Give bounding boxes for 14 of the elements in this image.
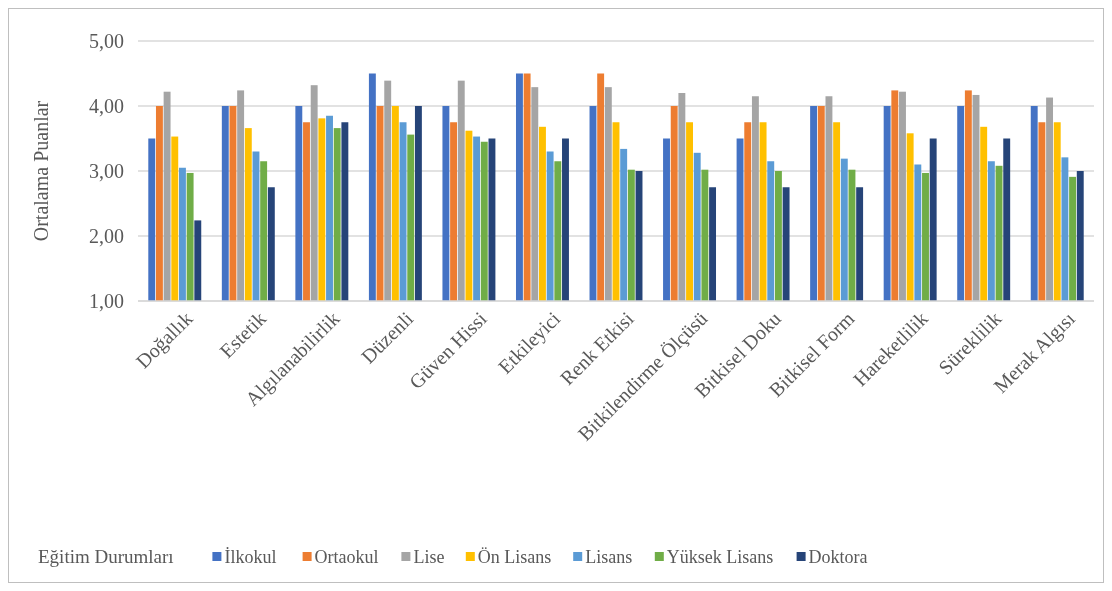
y-tick-label: 3,00 [89,160,124,182]
legend-label: Ön Lisans [477,547,552,567]
legend-label: İlkokul [224,547,277,567]
y-tick-label: 4,00 [89,95,124,117]
y-tick-label: 1,00 [89,290,124,312]
legend-label: Lisans [585,547,633,567]
y-tick-label: 5,00 [89,30,124,52]
legend-label: Ortaokul [314,547,379,567]
legend-title: Eğitim Durumları [38,546,174,567]
y-axis-title: Ortalama Puanlar [30,100,52,242]
legend-label: Lise [413,547,445,567]
legend-label: Doktora [808,547,868,567]
y-tick-label: 2,00 [89,225,124,247]
legend-label: Yüksek Lisans [666,547,774,567]
